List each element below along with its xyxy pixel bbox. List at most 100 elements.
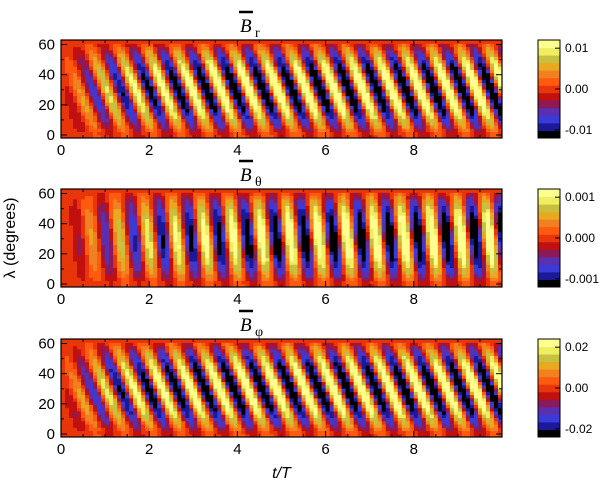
heatmap-cell [233,241,238,246]
heatmap-cell [73,257,78,262]
heatmap-cell [441,69,447,74]
heatmap-cell [77,131,82,136]
heatmap-cell [77,72,82,77]
heatmap-cell [69,228,74,233]
heatmap-cell [253,221,259,226]
heatmap-cell [253,62,259,67]
heatmap-cell [157,108,162,113]
heatmap-cell [209,241,214,246]
heatmap-cell [241,257,247,262]
heatmap-cell [441,62,447,67]
heatmap-cell [101,134,106,138]
heatmap-cell [265,221,271,226]
heatmap-cell [185,247,190,252]
heatmap-cell [113,215,118,219]
heatmap-cell [217,75,222,80]
heatmap-cell [201,231,206,236]
heatmap-cell [205,244,210,249]
heatmap-cell [185,105,190,110]
heatmap-cell [417,134,423,138]
heatmap-cell [437,102,443,106]
heatmap-cell [125,260,130,265]
heatmap-cell [445,105,451,110]
heatmap-cell [193,105,198,110]
heatmap-cell [417,124,423,129]
heatmap-cell [269,280,275,285]
heatmap-cell [393,72,399,77]
heatmap-cell [133,128,138,133]
heatmap-cell [449,69,455,74]
heatmap-cell [81,92,86,97]
heatmap-cell [129,208,134,213]
heatmap-cell [273,273,279,278]
heatmap-cell [481,82,487,87]
heatmap-cell [485,85,491,90]
heatmap-cell [269,192,275,197]
heatmap-cell [149,241,154,246]
heatmap-cell [141,59,146,64]
heatmap-cell [241,267,247,272]
heatmap-cell [393,89,399,93]
heatmap-cell [485,69,491,74]
heatmap-cell [357,111,363,116]
heatmap-cell [133,111,138,116]
heatmap-cell [353,121,359,126]
heatmap-cell [173,46,178,51]
heatmap-cell [197,102,202,106]
heatmap-cell [473,56,479,61]
heatmap-cell [213,59,218,64]
heatmap-cell [201,267,206,272]
heatmap-cell [253,264,259,268]
heatmap-cell [205,260,210,265]
heatmap-cell [245,215,251,219]
heatmap-cell [161,85,166,90]
heatmap-cell [317,40,323,44]
heatmap-cell [93,205,98,210]
heatmap-cell [109,234,114,239]
heatmap-cell [177,241,182,246]
heatmap-cell [425,43,431,48]
heatmap-cell [293,72,299,77]
heatmap-cell [325,128,331,133]
heatmap-cell [121,247,126,252]
heatmap-cell [205,273,210,278]
heatmap-cell [105,202,110,206]
heatmap-cell [301,95,307,100]
heatmap-cell [397,82,403,87]
heatmap-cell [193,234,198,239]
heatmap-cell [277,56,283,61]
heatmap-cell [453,66,459,70]
heatmap-cell [429,75,435,80]
heatmap-cell [445,115,451,119]
heatmap-cell [233,115,238,119]
heatmap-cell [109,241,114,246]
heatmap-cell [197,53,202,57]
heatmap-cell [173,221,178,226]
heatmap-cell [361,56,367,61]
heatmap-cell [137,205,142,210]
heatmap-cell [153,134,158,138]
heatmap-cell [325,121,331,126]
heatmap-cell [197,62,202,67]
heatmap-cell [185,189,190,193]
heatmap-cell [185,79,190,84]
heatmap-cell [201,195,206,200]
heatmap-cell [333,40,339,44]
heatmap-cell [133,115,138,119]
heatmap-cell [461,43,467,48]
heatmap-cell [133,72,138,77]
heatmap-cell [153,124,158,129]
heatmap-cell [221,108,226,113]
heatmap-cell [85,273,90,278]
heatmap-cell [169,228,174,233]
heatmap-cell [473,62,479,67]
heatmap-cell [229,273,234,278]
heatmap-cell [337,108,343,113]
heatmap-cell [261,241,267,246]
heatmap-cell [249,75,255,80]
heatmap-cell [137,224,142,229]
heatmap-cell [237,75,243,80]
heatmap-cell [281,56,287,61]
heatmap-cell [245,115,251,119]
heatmap-cell [365,89,371,93]
